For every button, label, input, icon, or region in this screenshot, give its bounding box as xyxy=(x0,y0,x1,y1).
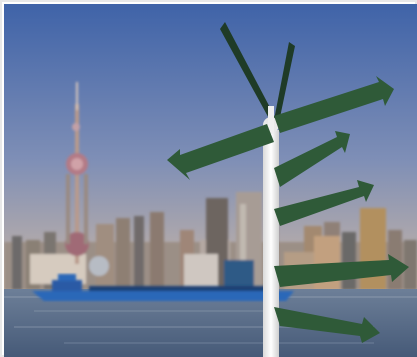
arrow-sign-left xyxy=(167,124,274,180)
arrow-sign-upper-right xyxy=(274,76,394,133)
signpost xyxy=(167,22,409,357)
arrow-sign-mid-right-1 xyxy=(274,131,350,187)
photo-scene xyxy=(4,4,417,357)
top-blade-left xyxy=(220,22,275,124)
arrow-sign-mid-right-2 xyxy=(274,180,374,226)
signpost-pole xyxy=(263,130,279,357)
top-blade-right xyxy=(274,42,295,122)
boat xyxy=(32,274,294,301)
arrow-sign-bottom-right xyxy=(274,307,380,343)
arrow-sign-lower-right xyxy=(274,254,409,287)
